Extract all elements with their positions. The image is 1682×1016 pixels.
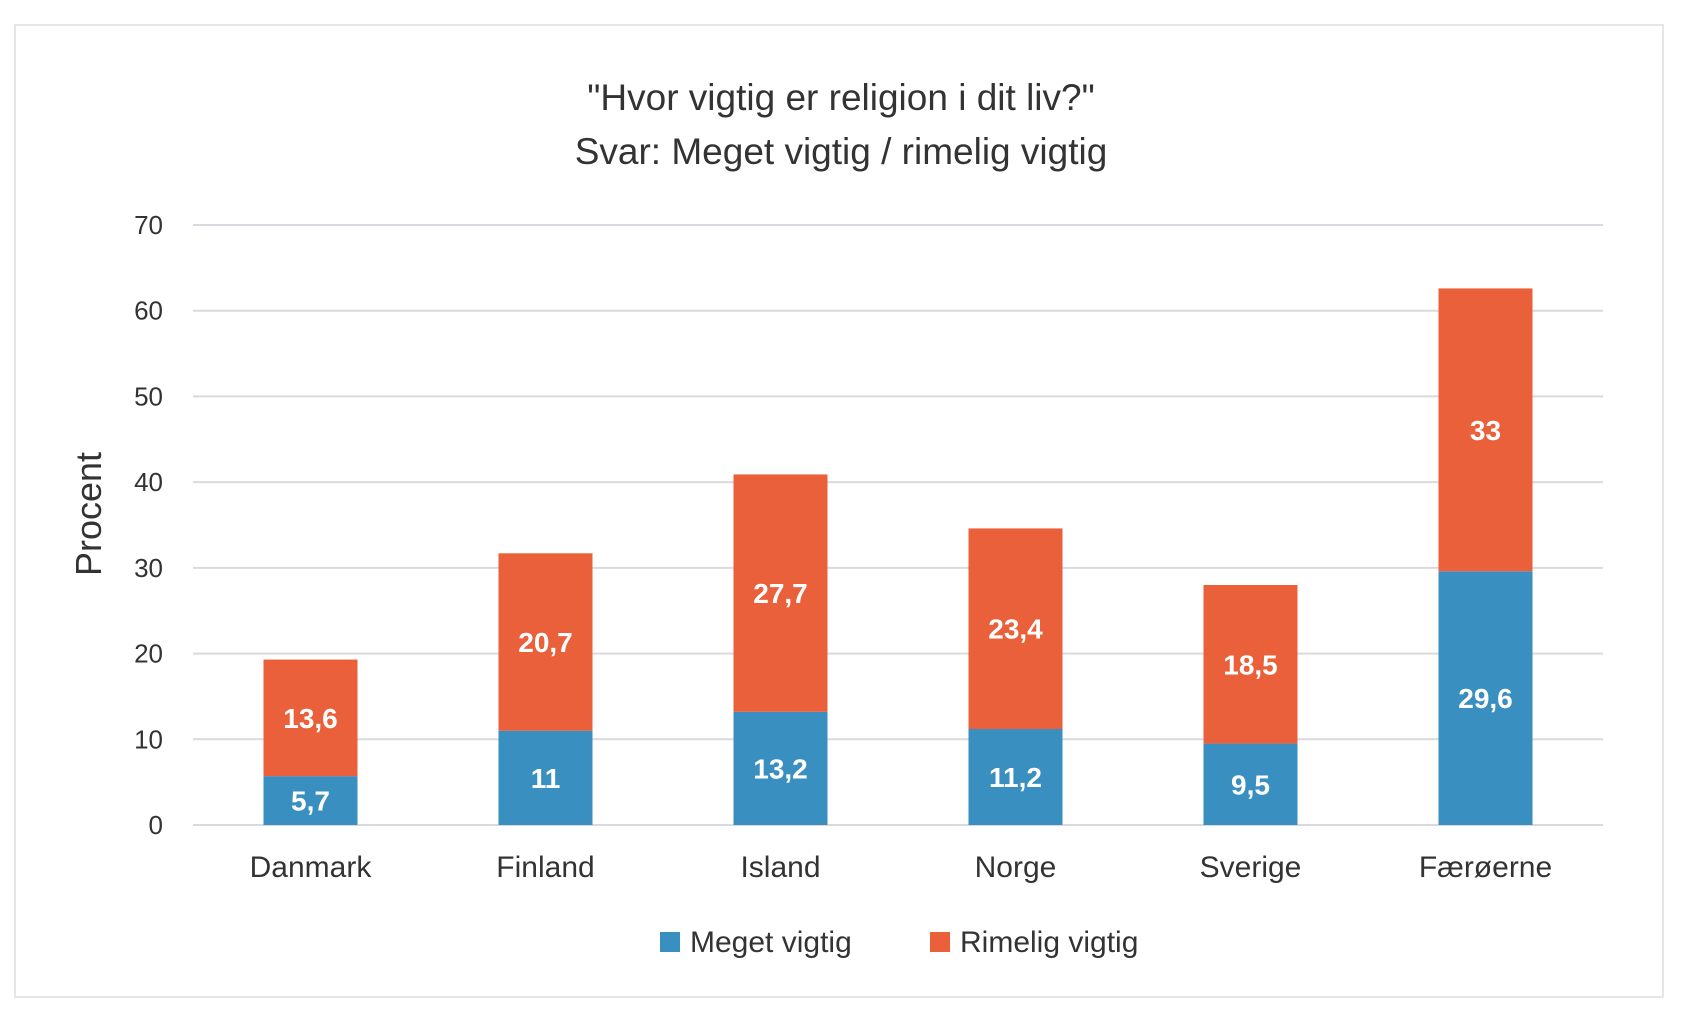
y-tick-label: 40 [134, 467, 163, 497]
bar-segment [263, 659, 358, 777]
legend: Meget vigtig Rimelig vigtig [660, 926, 1138, 959]
x-tick-label: Danmark [250, 851, 373, 884]
legend-label: Rimelig vigtig [960, 926, 1138, 959]
chart-frame [14, 24, 1664, 998]
x-tick-label: Færøerne [1419, 851, 1552, 884]
bar-segment [968, 528, 1063, 729]
y-tick-label: 10 [134, 724, 163, 754]
category-label-layer: Danmark Finland Island Norge Sverige Færøerne [250, 851, 1553, 884]
bar-layer [263, 288, 1533, 825]
y-tick-layer: 0 10 20 30 40 50 60 70 [134, 210, 163, 840]
y-tick-label: 60 [134, 296, 163, 326]
bar-segment [1438, 288, 1533, 572]
data-label: 9,5 [1231, 769, 1270, 800]
bar-segment [498, 553, 593, 731]
y-tick-label: 50 [134, 381, 163, 411]
y-tick-label: 0 [149, 810, 163, 840]
x-tick-label: Island [740, 851, 820, 884]
data-label: 20,7 [518, 627, 573, 658]
bar-segment [733, 474, 828, 712]
y-tick-label: 70 [134, 210, 163, 240]
x-tick-label: Sverige [1200, 851, 1302, 884]
data-label: 23,4 [988, 614, 1043, 645]
bar-segment [968, 729, 1063, 825]
data-label: 27,7 [753, 578, 808, 609]
bar-segment [263, 776, 358, 825]
x-tick-label: Finland [496, 851, 594, 884]
chart-subtitle: Svar: Meget vigtig / rimelig vigtig [575, 131, 1108, 172]
data-label: 18,5 [1223, 649, 1278, 680]
bar-segment [498, 730, 593, 825]
data-label: 13,6 [283, 703, 338, 734]
data-label: 11 [531, 763, 561, 794]
legend-label: Meget vigtig [690, 926, 852, 959]
y-tick-label: 20 [134, 639, 163, 669]
grid-layer [193, 224, 1603, 826]
bar-segment [1438, 571, 1533, 825]
x-tick-label: Norge [975, 851, 1057, 884]
legend-swatch [930, 932, 950, 952]
data-label: 11,2 [989, 762, 1042, 793]
value-label-layer: 5,7 13,6 11 20,7 13,2 27,7 11,2 23,4 9,5 18,5 29,6… [283, 415, 1513, 817]
y-axis-label: Procent [68, 452, 109, 576]
bar-segment [733, 711, 828, 825]
data-label: 29,6 [1458, 683, 1513, 714]
bar-segment [1203, 585, 1298, 744]
data-label: 5,7 [291, 786, 330, 817]
chart-title: "Hvor vigtig er religion i dit liv?" [587, 77, 1094, 118]
bar-segment [1203, 743, 1298, 825]
legend-swatch [660, 932, 680, 952]
y-tick-label: 30 [134, 553, 163, 583]
data-label: 33 [1470, 415, 1501, 446]
data-label: 13,2 [753, 753, 808, 784]
